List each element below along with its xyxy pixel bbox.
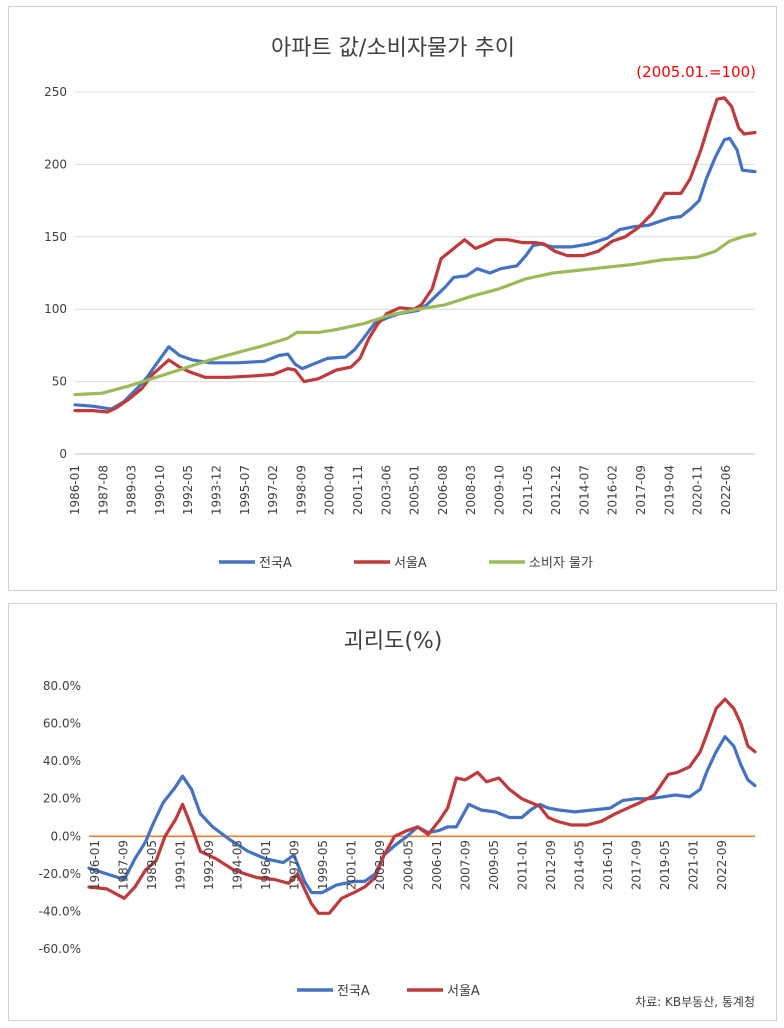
x-tick-label: 1987-08 [96, 465, 110, 515]
x-tick-label: 2002-09 [373, 840, 387, 890]
legend-label: 소비자 물가 [529, 556, 593, 571]
y-tick-label: -20.0% [39, 867, 81, 881]
y-tick-label: -60.0% [39, 942, 81, 956]
x-tick-label: 2004-05 [402, 840, 416, 890]
x-tick-label: 2022-09 [715, 840, 729, 890]
divergence-panel: 괴리도(%) 차료: KB부동산, 통계청 -60.0% -40.0% -20.0%… [8, 603, 777, 1021]
price-trend-panel: 아파트 값/소비자물가 추이 (2005.01.=100) 0 50 100 150 2… [8, 6, 777, 591]
x-tick-label: 1998-09 [294, 465, 308, 515]
x-tick-label: 2003-06 [379, 465, 393, 515]
y-tick-label: -40.0% [39, 904, 81, 918]
x-tick-label: 2020-11 [691, 465, 705, 515]
price-trend-chart: 아파트 값/소비자물가 추이 (2005.01.=100) 0 50 100 150 2… [44, 36, 757, 571]
y-tick-label: 40.0% [43, 754, 81, 768]
y-tick-label: 0 [59, 447, 67, 461]
legend-label: 서울A [394, 556, 427, 571]
x-tick-label: 2001-01 [345, 840, 359, 890]
x-tick-label: 1996-01 [259, 840, 273, 890]
series-line-0 [73, 136, 757, 411]
x-tick-label: 1994-05 [231, 840, 245, 890]
x-tick-label: 2012-12 [549, 465, 563, 515]
x-tick-label: 2008-03 [464, 465, 478, 515]
x-tick-label: 1992-09 [202, 840, 216, 890]
x-tick-label: 2017-09 [630, 840, 644, 890]
source-note: 차료: KB부동산, 통계청 [635, 995, 755, 1009]
legend-label: 전국A [259, 556, 292, 571]
x-tick-label: 1989-03 [125, 465, 139, 515]
x-tick-label: 1986-01 [68, 465, 82, 515]
y-tick-label: 250 [44, 85, 67, 99]
x-tick-label: 2006-01 [430, 840, 444, 890]
y-tick-label: 20.0% [43, 792, 81, 806]
x-tick-label: 2017-09 [634, 465, 648, 515]
x-tick-label: 2009-05 [487, 840, 501, 890]
x-tick-label: 1999-05 [316, 840, 330, 890]
y-tick-label: 80.0% [43, 679, 81, 693]
y-tick-label: 200 [44, 157, 67, 171]
x-tick-label: 2014-05 [573, 840, 587, 890]
x-tick-label: 2001-11 [351, 465, 365, 515]
series-line-0 [87, 735, 757, 895]
x-tick-label: 1995-07 [238, 465, 252, 515]
base-annotation: (2005.01.=100) [636, 63, 756, 81]
x-tick-label: 1990-10 [153, 465, 167, 515]
x-tick-label: 2016-02 [606, 465, 620, 515]
x-tick-label: 2009-10 [493, 465, 507, 515]
x-tick-label: 2016-01 [601, 840, 615, 890]
y-tick-label: 0.0% [51, 829, 82, 843]
chart-title: 괴리도(%) [344, 629, 443, 654]
x-tick-label: 2014-07 [577, 465, 591, 515]
series-line-2 [73, 232, 757, 397]
x-tick-label: 1986-01 [88, 840, 102, 890]
x-tick-label: 2022-06 [719, 465, 733, 515]
x-tick-label: 1993-12 [210, 465, 224, 515]
x-tick-label: 1991-01 [174, 840, 188, 890]
x-tick-label: 2021-01 [687, 840, 701, 890]
x-tick-label: 1997-09 [288, 840, 302, 890]
series-line-1 [73, 96, 757, 414]
x-tick-label: 1989-05 [145, 840, 159, 890]
x-tick-label: 2012-09 [544, 840, 558, 890]
y-tick-label: 60.0% [43, 717, 81, 731]
x-tick-label: 1992-05 [181, 465, 195, 515]
divergence-chart: 괴리도(%) 차료: KB부동산, 통계청 -60.0% -40.0% -20.0%… [39, 629, 757, 1009]
legend-label: 서울A [447, 984, 480, 999]
x-tick-label: 2019-05 [658, 840, 672, 890]
y-tick-label: 150 [44, 230, 67, 244]
chart-title: 아파트 값/소비자물가 추이 [271, 36, 515, 61]
x-tick-label: 2007-09 [459, 840, 473, 890]
y-tick-label: 50 [52, 375, 67, 389]
x-tick-label: 2011-01 [516, 840, 530, 890]
x-tick-label: 1987-09 [117, 840, 131, 890]
x-tick-label: 2019-04 [662, 465, 676, 515]
x-tick-label: 2000-04 [323, 465, 337, 515]
legend-label: 전국A [337, 984, 370, 999]
x-tick-label: 1997-02 [266, 465, 280, 515]
series-line-1 [87, 697, 757, 915]
x-tick-label: 2011-05 [521, 465, 535, 515]
x-tick-label: 2006-08 [436, 465, 450, 515]
y-tick-label: 100 [44, 302, 67, 316]
x-tick-label: 2005-01 [408, 465, 422, 515]
